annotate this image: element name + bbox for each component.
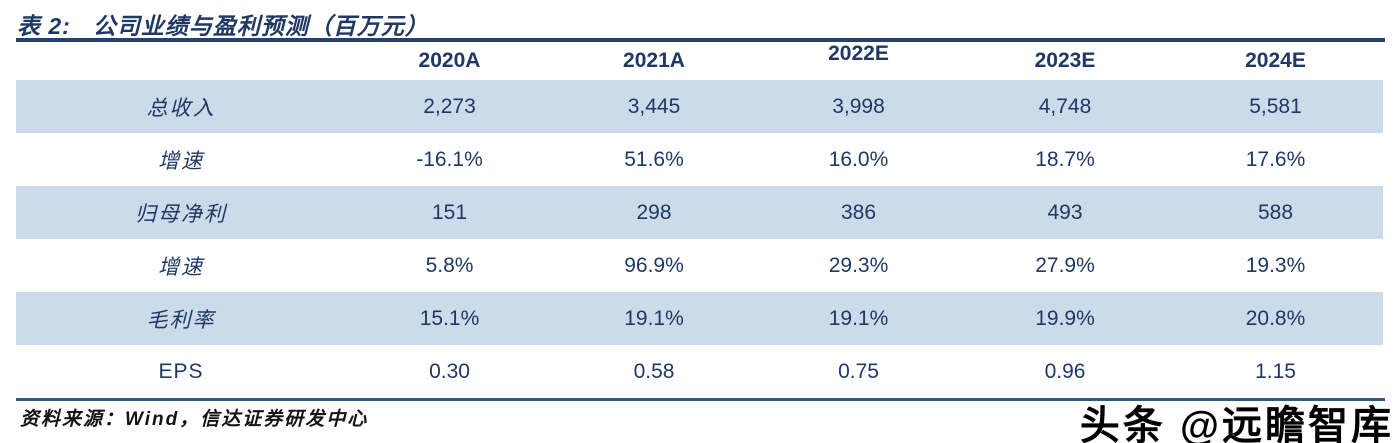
value-cell: 3,998: [832, 94, 885, 118]
table-row: EPS 0.30 0.58 0.75 0.96 1.15: [16, 345, 1383, 398]
value-cell: 51.6%: [624, 147, 684, 171]
value-cell: 19.3%: [1245, 253, 1306, 277]
table-row: 毛利率 15.1% 19.1% 19.1% 19.9% 20.8%: [16, 292, 1383, 345]
value-cell: 4,748: [1038, 94, 1092, 118]
value-cell: 27.9%: [1035, 253, 1095, 277]
value-cell: 19.1%: [828, 306, 889, 330]
value-cell: 3,445: [627, 94, 681, 118]
value-cell: 493: [1047, 200, 1083, 224]
table-title: 表 2: 公司业绩与盈利预测（百万元）: [17, 7, 429, 41]
value-cell: 151: [431, 200, 468, 224]
forecast-table: 2020A 2021A 2022E 2023E 2024E 总收入 2,273 3,445 3…: [16, 42, 1383, 398]
value-cell: 0.30: [429, 359, 470, 383]
value-cell: 386: [840, 200, 877, 224]
row-label: 增速: [158, 255, 204, 279]
value-cell: 298: [636, 200, 672, 224]
row-label: 总收入: [146, 96, 216, 120]
value-cell: 0.58: [633, 359, 675, 383]
value-cell: 5.8%: [425, 253, 474, 277]
value-cell: 19.1%: [624, 306, 684, 330]
value-cell: 15.1%: [419, 306, 480, 330]
table-row: 总收入 2,273 3,445 3,998 4,748 5,581: [16, 80, 1383, 133]
value-cell: 0.75: [838, 359, 879, 383]
value-cell: 96.9%: [624, 253, 684, 277]
column-header-2020A: 2020A: [418, 49, 481, 72]
value-cell: 17.6%: [1245, 147, 1306, 171]
column-header-2022E: 2022E: [828, 42, 889, 65]
column-header-2024E: 2024E: [1245, 49, 1306, 72]
row-label: 毛利率: [146, 308, 216, 332]
value-cell: 2,273: [423, 94, 476, 118]
row-label: 增速: [158, 149, 204, 173]
value-cell: 19.9%: [1035, 306, 1095, 330]
value-cell: 16.0%: [828, 147, 889, 171]
row-label: 归母净利: [135, 202, 227, 226]
title-divider-rule: [16, 38, 1385, 42]
value-cell: 1.15: [1255, 359, 1296, 383]
value-cell: 0.96: [1044, 359, 1086, 383]
value-cell: 588: [1257, 200, 1294, 224]
table-header-row: 2020A 2021A 2022E 2023E 2024E: [16, 42, 1383, 80]
table-row: 归母净利 151 298 386 493 588: [16, 186, 1383, 239]
source-note: 资料来源：Wind，信达证券研发中心: [20, 409, 369, 430]
value-cell: 5,581: [1249, 94, 1302, 118]
table-number: 表 2:: [17, 13, 71, 39]
column-header-2021A: 2021A: [623, 49, 685, 72]
table-bottom-rule: [16, 398, 1385, 401]
value-cell: 20.8%: [1245, 306, 1306, 330]
row-label: EPS: [158, 359, 204, 383]
table-body: 总收入 2,273 3,445 3,998 4,748 5,581 增速 -16.1% 51.6…: [16, 80, 1383, 398]
toutiao-watermark: 头条 @远瞻智库: [1079, 404, 1394, 443]
table-caption: 公司业绩与盈利预测（百万元）: [92, 13, 429, 39]
table-row: 增速 5.8% 96.9% 29.3% 27.9% 19.3%: [16, 239, 1383, 292]
value-cell: -16.1%: [416, 147, 483, 171]
value-cell: 18.7%: [1035, 147, 1095, 171]
column-header-2023E: 2023E: [1034, 49, 1096, 72]
table-row: 增速 -16.1% 51.6% 16.0% 18.7% 17.6%: [16, 133, 1383, 186]
value-cell: 29.3%: [828, 253, 889, 277]
